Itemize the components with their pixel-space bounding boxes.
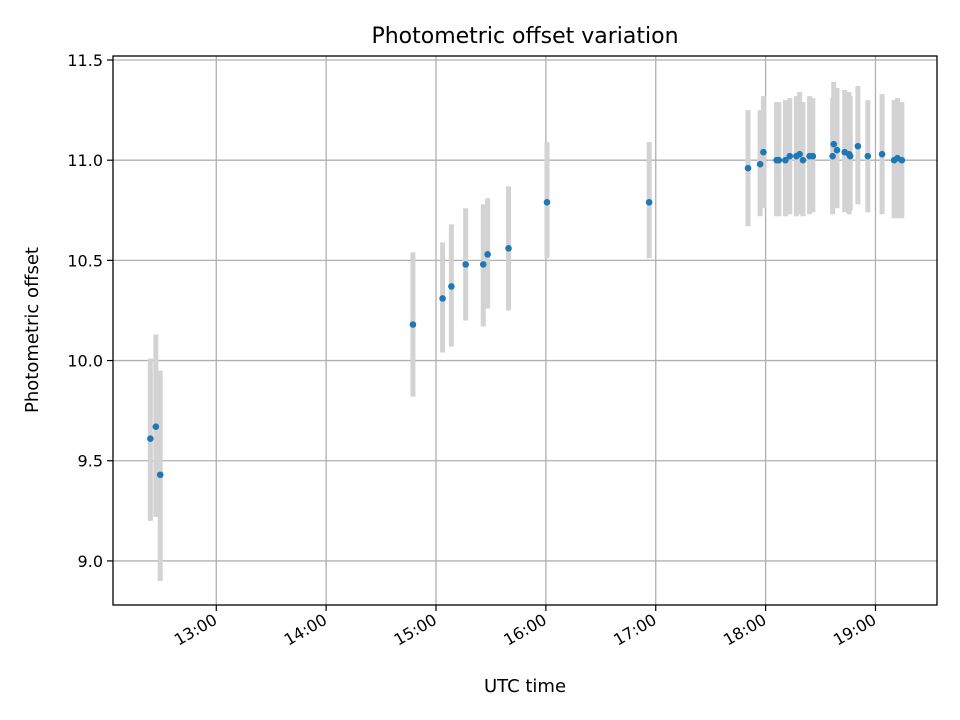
data-point xyxy=(786,152,794,160)
y-tick-label: 10.0 xyxy=(67,352,103,371)
data-point xyxy=(830,140,838,148)
data-point xyxy=(439,295,446,302)
plot-frame xyxy=(112,55,938,606)
x-tick-label: 17:00 xyxy=(610,610,659,650)
y-tick-label: 9.0 xyxy=(78,552,103,571)
data-point xyxy=(756,160,764,168)
data-point xyxy=(829,152,836,160)
data-points xyxy=(147,140,906,479)
data-point xyxy=(409,321,417,328)
data-point xyxy=(796,150,803,158)
x-tick-label: 19:00 xyxy=(830,610,879,650)
data-point xyxy=(799,156,807,164)
x-tick-label: 13:00 xyxy=(171,610,220,650)
data-point xyxy=(479,261,487,268)
data-point xyxy=(775,156,783,164)
x-axis-label: UTC time xyxy=(484,676,566,697)
x-tick-label: 15:00 xyxy=(391,610,440,650)
data-point xyxy=(645,198,653,206)
x-tick-label: 18:00 xyxy=(720,610,769,650)
y-axis-label: Photometric offset xyxy=(22,247,43,413)
y-tick-label: 9.5 xyxy=(78,452,103,471)
data-point xyxy=(864,152,872,160)
y-axis-ticks: 9.0 9.5 10.0 10.5 11.0 11.5 xyxy=(67,51,113,571)
y-tick-label: 11.5 xyxy=(67,51,103,70)
data-point xyxy=(782,156,789,164)
data-point xyxy=(505,245,512,252)
data-point xyxy=(147,435,154,442)
data-point xyxy=(898,156,906,164)
data-point xyxy=(156,471,164,479)
x-tick-label: 14:00 xyxy=(281,610,330,650)
chart-title: Photometric offset variation xyxy=(371,24,678,49)
data-point xyxy=(878,150,886,158)
data-point xyxy=(833,146,841,154)
data-point xyxy=(543,198,551,206)
data-point xyxy=(484,251,491,258)
x-tick-label: 16:00 xyxy=(500,610,549,650)
data-point xyxy=(744,164,752,172)
data-point xyxy=(854,142,862,150)
data-point xyxy=(448,283,455,290)
data-point xyxy=(152,423,160,430)
data-point xyxy=(760,148,767,156)
x-axis-ticks: 13:00 14:00 15:00 16:00 17:00 18:00 19:00 xyxy=(171,605,879,650)
data-point xyxy=(809,152,817,160)
data-point xyxy=(846,152,854,160)
y-tick-label: 11.0 xyxy=(67,151,103,170)
data-point xyxy=(462,261,469,268)
y-tick-label: 10.5 xyxy=(67,251,103,270)
